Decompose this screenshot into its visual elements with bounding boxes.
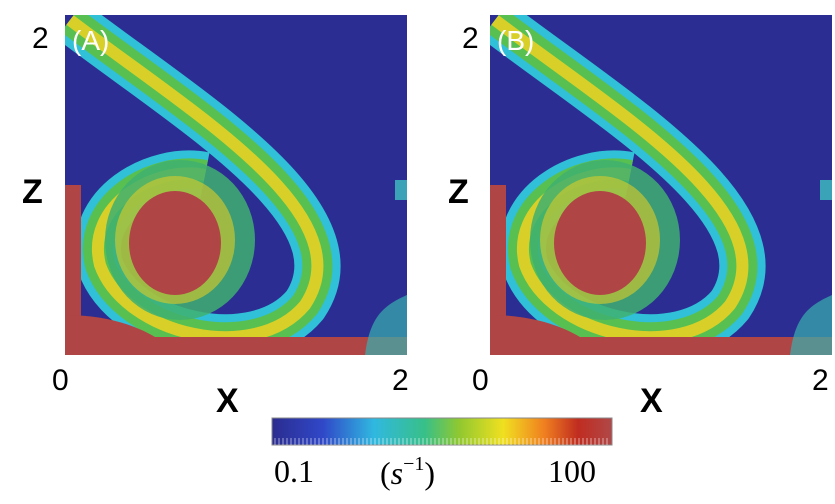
colorbar-unit: (s−1): [380, 453, 435, 491]
panel-label: (A): [72, 25, 109, 56]
z-top-tick: 2: [462, 22, 479, 55]
unit-base: s: [391, 455, 403, 491]
field-a: [65, 15, 407, 355]
x-axis-label: X: [640, 382, 663, 420]
x-start-tick: 0: [472, 364, 489, 397]
unit-exponent: −1: [403, 453, 424, 475]
z-axis-label: Z: [22, 173, 43, 211]
x-end-tick: 2: [812, 364, 829, 397]
x-axis-label: X: [216, 382, 239, 420]
panel-label: (B): [497, 25, 534, 56]
z-top-tick: 2: [32, 22, 49, 55]
colorbar-ticks: [274, 438, 608, 445]
z-axis-label: Z: [448, 173, 469, 211]
unit-open: (: [380, 455, 391, 491]
colorbar-min: 0.1: [274, 453, 314, 489]
x-end-tick: 2: [392, 364, 409, 397]
field-b: [490, 15, 832, 355]
x-start-tick: 0: [52, 364, 69, 397]
unit-close: ): [424, 455, 435, 491]
colorbar-max: 100: [548, 453, 596, 489]
